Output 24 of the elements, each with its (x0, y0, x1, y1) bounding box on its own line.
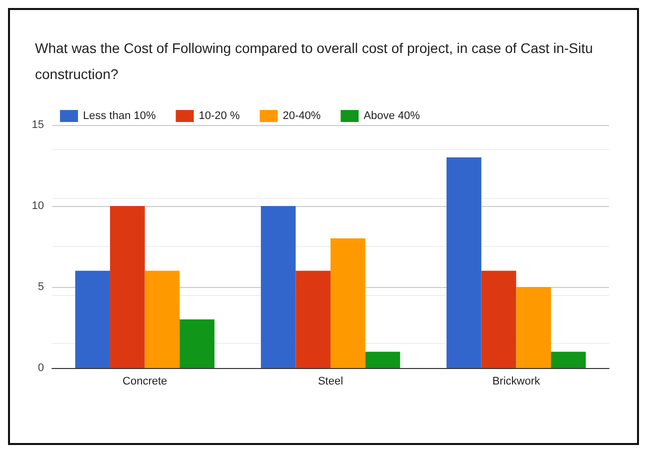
bar (296, 270, 330, 368)
bar (516, 287, 551, 368)
x-tick-label: Concrete (122, 376, 168, 388)
bar (75, 270, 110, 368)
bar (365, 352, 400, 368)
y-tick-label: 10 (32, 200, 44, 212)
y-tick-label: 0 (38, 362, 44, 374)
x-tick-label: Steel (318, 376, 344, 388)
y-tick-label: 5 (38, 281, 44, 293)
bar (180, 319, 214, 368)
bar (481, 270, 516, 368)
legend-label: 10-20 % (198, 110, 240, 122)
legend-label: 20-40% (282, 110, 321, 122)
x-tick-label: Brickwork (492, 376, 540, 388)
legend-label: Above 40% (364, 110, 420, 122)
bar (550, 352, 586, 368)
bar (144, 270, 180, 368)
bar (110, 206, 145, 368)
y-tick-label: 15 (32, 119, 44, 131)
legend-label: Less than 10% (83, 110, 156, 122)
bar (446, 157, 482, 368)
bar (260, 206, 296, 368)
bar (330, 238, 366, 368)
chart-title: What was the Cost of Following compared to overall cost of project, in case of Cast in-Situ construction? (35, 40, 597, 82)
